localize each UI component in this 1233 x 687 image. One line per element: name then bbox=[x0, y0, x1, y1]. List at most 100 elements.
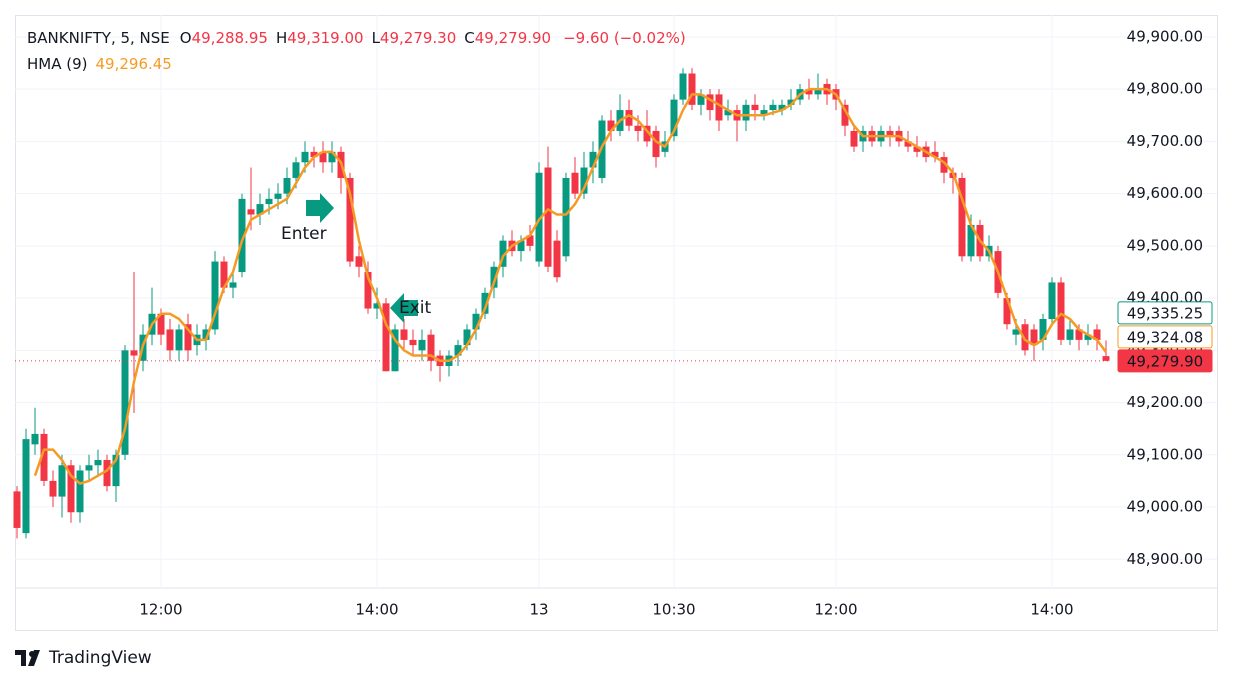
enter-arrow bbox=[306, 193, 334, 223]
candle-body bbox=[814, 89, 822, 95]
y-tick-label: 49,900.00 bbox=[1127, 27, 1203, 45]
candle-body bbox=[175, 329, 183, 351]
candle-body bbox=[346, 177, 354, 262]
candle-body bbox=[202, 329, 210, 340]
candle-body bbox=[112, 454, 120, 487]
logo bbox=[15, 650, 40, 666]
legend-change: −9.60 (−0.02%) bbox=[563, 29, 686, 47]
candle-body bbox=[121, 350, 129, 455]
price-label: 49,335.25 bbox=[1127, 304, 1203, 322]
candle-body bbox=[625, 110, 633, 126]
exit-arrow bbox=[390, 293, 418, 323]
price-label: 49,324.08 bbox=[1127, 328, 1203, 346]
candle-body bbox=[382, 303, 390, 372]
candle-body bbox=[760, 110, 768, 116]
candle-body bbox=[238, 198, 246, 272]
candle-body bbox=[670, 99, 678, 137]
candle-body bbox=[103, 460, 111, 487]
candle-body bbox=[688, 73, 696, 105]
candle-body bbox=[463, 329, 471, 346]
candle-body bbox=[778, 104, 786, 111]
candle-body bbox=[67, 465, 75, 513]
candle-body bbox=[283, 177, 291, 194]
legend-key: H bbox=[276, 29, 287, 47]
candle-body bbox=[40, 433, 48, 481]
candle-body bbox=[904, 141, 912, 147]
candle-body bbox=[265, 198, 273, 205]
candle-body bbox=[652, 130, 660, 158]
candle-body bbox=[886, 130, 894, 137]
candle-body bbox=[373, 303, 381, 309]
annotation: Exit bbox=[399, 298, 432, 318]
candle-body bbox=[643, 125, 651, 142]
candle-body bbox=[1048, 282, 1056, 319]
indicator-name: HMA (9) bbox=[27, 55, 88, 73]
candle-body bbox=[1039, 318, 1047, 340]
candle-body bbox=[769, 104, 777, 111]
candle-body bbox=[967, 224, 975, 257]
price-label-box bbox=[1117, 325, 1213, 349]
y-tick-label: 49,000.00 bbox=[1127, 498, 1203, 516]
candle-body bbox=[787, 99, 795, 105]
candle-body bbox=[589, 151, 597, 168]
candle-body bbox=[724, 110, 732, 116]
grid bbox=[15, 15, 1217, 588]
candle-body bbox=[562, 177, 570, 257]
x-tick-label: 14:00 bbox=[1030, 601, 1073, 619]
candle-body bbox=[13, 491, 21, 528]
indicator-value: 49,296.45 bbox=[96, 55, 172, 73]
candle-body bbox=[157, 313, 165, 335]
candle-body bbox=[364, 271, 372, 309]
x-tick-label: 13 bbox=[529, 601, 548, 619]
candle-body bbox=[247, 209, 255, 215]
candle-body bbox=[742, 104, 750, 121]
candle-body bbox=[850, 130, 858, 147]
candle-body bbox=[607, 120, 615, 131]
candle-body bbox=[571, 172, 579, 194]
candle-body bbox=[679, 73, 687, 100]
price-label-box bbox=[1117, 349, 1213, 373]
candle-body bbox=[76, 470, 84, 513]
ohlc-legend: BANKNIFTY, 5, NSE O49,288.95 H49,319.00 L49… bbox=[27, 29, 686, 47]
candle-body bbox=[418, 339, 426, 351]
price-label-box bbox=[1117, 301, 1213, 325]
candle-body bbox=[1102, 356, 1110, 361]
x-tick-label: 12:00 bbox=[814, 601, 857, 619]
candle-body bbox=[1021, 324, 1029, 351]
candle-body bbox=[49, 480, 57, 497]
candle-body bbox=[580, 167, 588, 194]
candle-body bbox=[472, 313, 480, 330]
candle-body bbox=[229, 282, 237, 288]
candle-body bbox=[931, 151, 939, 158]
watermark: TradingView bbox=[48, 648, 152, 668]
candle-body bbox=[1030, 329, 1038, 346]
candle-body bbox=[706, 94, 714, 111]
candle-body bbox=[913, 146, 921, 152]
y-tick-label: 49,100.00 bbox=[1127, 445, 1203, 463]
y-tick-label: 49,700.00 bbox=[1127, 132, 1203, 150]
legend-value: 49,288.95 bbox=[192, 29, 268, 47]
candle-body bbox=[310, 151, 318, 158]
legend-value: 49,279.30 bbox=[380, 29, 456, 47]
candle-body bbox=[805, 89, 813, 95]
logo-mark bbox=[15, 650, 40, 666]
candle-body bbox=[490, 266, 498, 288]
x-tick-label: 14:00 bbox=[355, 601, 398, 619]
indicator-legend: HMA (9) 49,296.45 bbox=[27, 55, 172, 73]
candle-body bbox=[130, 350, 138, 356]
indicator-line bbox=[33, 87, 1108, 485]
y-tick-label: 49,200.00 bbox=[1127, 393, 1203, 411]
annotation: Enter bbox=[281, 224, 327, 244]
candle-body bbox=[355, 256, 363, 267]
x-tick-label: 12:00 bbox=[139, 601, 182, 619]
logo-dot bbox=[29, 651, 35, 657]
y-tick-label: 49,800.00 bbox=[1127, 80, 1203, 98]
y-tick-label: 49,500.00 bbox=[1127, 236, 1203, 254]
symbol: BANKNIFTY, 5, NSE bbox=[27, 29, 170, 47]
candle-body bbox=[1003, 298, 1011, 325]
candle-body bbox=[481, 292, 489, 314]
chart-frame bbox=[15, 15, 1218, 631]
legend-key: O bbox=[180, 29, 192, 47]
legend-value: 49,279.90 bbox=[475, 29, 551, 47]
